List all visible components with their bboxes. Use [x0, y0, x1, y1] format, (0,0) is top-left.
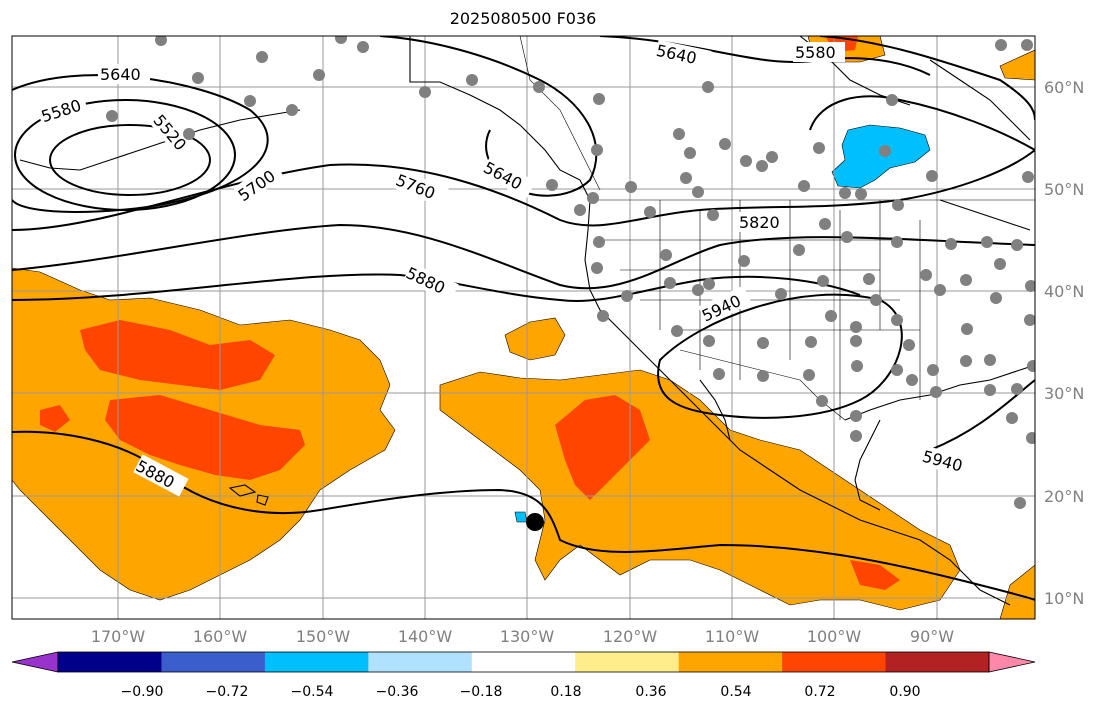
- contour-label: 5820: [739, 213, 780, 232]
- lat-tick-label: 40°N: [1044, 282, 1084, 301]
- map-frame: [11, 35, 1036, 620]
- colorbar-tick-label: −0.90: [121, 684, 164, 700]
- storm-marker: [526, 513, 544, 531]
- lon-tick-label: 100°W: [807, 627, 862, 646]
- anomaly-region-negative: [831, 124, 931, 189]
- colorbar-outline: [57, 651, 990, 673]
- map-layers: 5580 5640 5520 5700 5760 5640 5580 5640 …: [12, 36, 1035, 619]
- lon-tick-label: 150°W: [296, 627, 351, 646]
- colorbar-tick-label: 0.90: [889, 684, 920, 700]
- colorbar: −0.90 −0.72 −0.54 −0.36 −0.18 0.18 0.36 0.54 0.7…: [11, 651, 1036, 700]
- lon-tick-label: 140°W: [398, 627, 453, 646]
- map-title: 2025080500 F036: [449, 9, 597, 28]
- colorbar-extend-high: [988, 651, 1036, 673]
- anomaly-core-east-pacific: [555, 395, 650, 500]
- colorbar-segment: [782, 652, 887, 672]
- colorbar-tick-label: 0.36: [635, 684, 666, 700]
- lon-tick-label: 130°W: [500, 627, 555, 646]
- contour-label: 5580: [795, 43, 836, 62]
- colorbar-tick-label: 0.18: [550, 684, 581, 700]
- anomaly-region-negative-small: [514, 511, 528, 523]
- colorbar-segment: [885, 652, 990, 672]
- station-dots: [106, 36, 1035, 509]
- contour-label: 5640: [100, 65, 141, 84]
- lat-tick-label: 20°N: [1044, 487, 1084, 506]
- colorbar-extend-low: [11, 651, 59, 673]
- colorbar-tick-label: −0.18: [460, 684, 503, 700]
- anomaly-core-small: [40, 405, 70, 432]
- anomaly-region-caribbean: [999, 564, 1035, 619]
- lon-tick-label: 120°W: [603, 627, 658, 646]
- lon-tick-label: 170°W: [91, 627, 146, 646]
- colorbar-tick-label: −0.72: [206, 684, 249, 700]
- colorbar-tick-label: 0.72: [804, 684, 835, 700]
- colorbar-tick-label: −0.36: [376, 684, 419, 700]
- colorbar-tick-label: −0.54: [291, 684, 334, 700]
- lon-tick-label: 90°W: [910, 627, 954, 646]
- lon-tick-label: 110°W: [705, 627, 760, 646]
- anomaly-core-central-america: [850, 560, 900, 590]
- anomaly-core-hawaii: [105, 395, 305, 480]
- lat-tick-label: 30°N: [1044, 384, 1084, 403]
- lat-tick-label: 60°N: [1044, 78, 1084, 97]
- colorbar-segment: [264, 652, 369, 672]
- anomaly-core-west-pacific: [80, 320, 275, 390]
- lon-tick-labels: 170°W 160°W 150°W 140°W 130°W 120°W 110°…: [91, 627, 954, 646]
- lon-tick-label: 160°W: [193, 627, 248, 646]
- anomaly-region-hudson: [999, 49, 1035, 81]
- colorbar-segment: [575, 652, 680, 672]
- lat-tick-labels: 60°N 50°N 40°N 30°N 20°N 10°N: [1044, 78, 1084, 608]
- colorbar-tick-label: 0.54: [720, 684, 751, 700]
- colorbar-segment: [161, 652, 266, 672]
- colorbar-segment: [368, 652, 473, 672]
- colorbar-segment: [58, 652, 162, 672]
- lat-tick-label: 50°N: [1044, 180, 1084, 199]
- anomaly-region-small-east: [504, 317, 566, 361]
- lat-tick-label: 10°N: [1044, 589, 1084, 608]
- colorbar-segment: [471, 652, 576, 672]
- gridlines: [12, 36, 1035, 619]
- colorbar-segment: [678, 652, 783, 672]
